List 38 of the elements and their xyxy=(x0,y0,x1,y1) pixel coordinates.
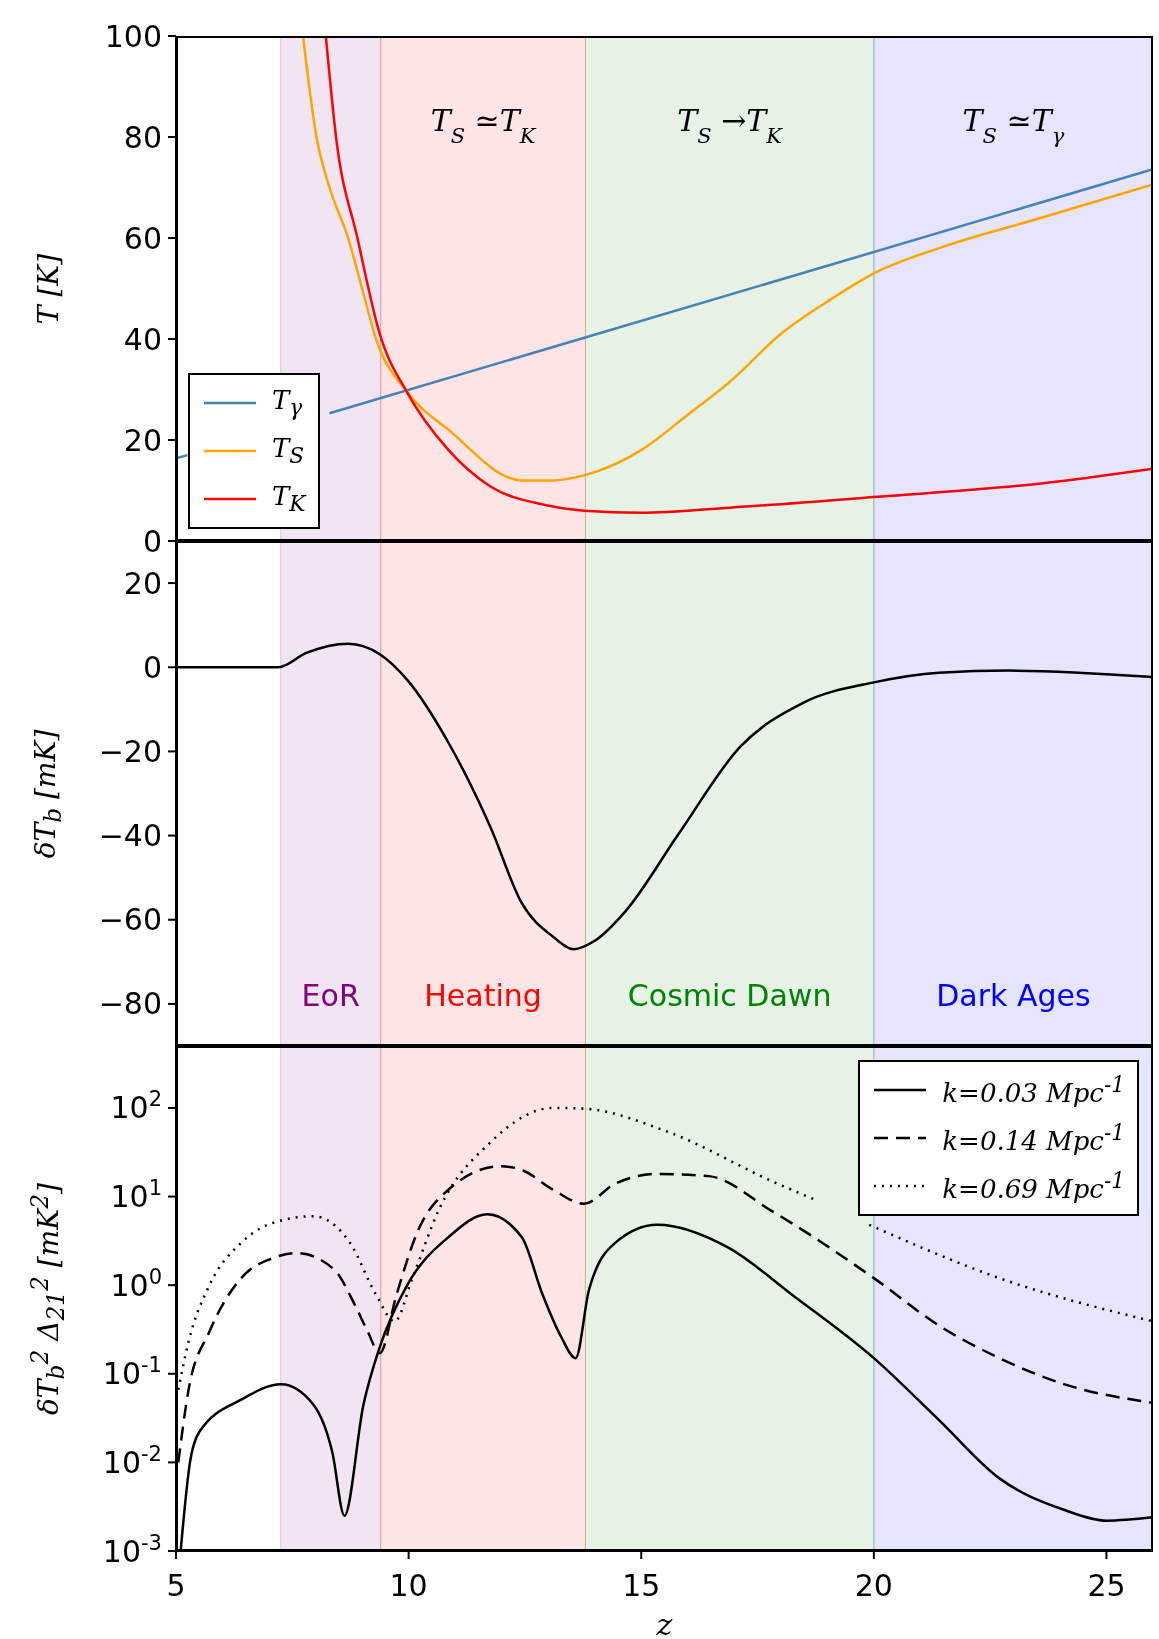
y-tick-label: 10$^{-3}$ xyxy=(102,1530,162,1569)
y-tick-label: 40 xyxy=(123,321,162,357)
y-tick-label: −80 xyxy=(98,986,162,1022)
x-tick-label: 25 xyxy=(1087,1568,1126,1603)
y-tick-label: −20 xyxy=(98,733,162,769)
y-tick-label: −60 xyxy=(98,902,162,938)
x-tick-label: 20 xyxy=(854,1568,893,1603)
legend-label: k=0.14 Mpc$^{-1}$ xyxy=(942,1120,1125,1156)
y-tick-label: 10$^{1}$ xyxy=(110,1176,162,1215)
y-tick-label: 10$^{0}$ xyxy=(110,1264,162,1303)
x-tick-label: 15 xyxy=(622,1568,661,1603)
y-tick-label: 0 xyxy=(142,649,162,685)
x-tick-label: 10 xyxy=(389,1568,428,1603)
y-tick-label: 10$^{-2}$ xyxy=(102,1441,162,1480)
band-label: T$_{S}$ ≃T$_{γ}$ xyxy=(962,103,1065,148)
legend-label: k=0.69 Mpc$^{-1}$ xyxy=(942,1168,1125,1204)
y-tick-label: 10$^{2}$ xyxy=(110,1087,162,1126)
band-label: Cosmic Dawn xyxy=(627,978,832,1013)
y-tick-label: 80 xyxy=(123,119,162,155)
band-label: Dark Ages xyxy=(936,978,1091,1013)
y-tick-label: 10$^{-1}$ xyxy=(102,1353,162,1392)
y-tick-label: 20 xyxy=(123,422,162,458)
x-axis-title: z xyxy=(656,1607,673,1639)
y-tick-label: 60 xyxy=(123,220,162,256)
legend-label: k=0.03 Mpc$^{-1}$ xyxy=(942,1072,1125,1108)
y-tick-label: 100 xyxy=(104,18,162,54)
band-label: Heating xyxy=(424,978,542,1013)
band-label: T$_{S}$ →T$_{K}$ xyxy=(677,103,784,148)
legend-label: T$_{γ}$ xyxy=(272,385,303,421)
y-tick-label: 20 xyxy=(123,565,162,601)
band-label: T$_{S}$ ≃T$_{K}$ xyxy=(430,103,537,148)
legend-label: T$_{K}$ xyxy=(272,481,306,517)
y-axis-title: T [K] xyxy=(31,253,65,324)
band-label: EoR xyxy=(301,978,360,1013)
y-tick-label: 0 xyxy=(142,523,162,559)
legend-label: T$_{S}$ xyxy=(272,433,305,469)
x-tick-label: 5 xyxy=(166,1568,186,1603)
y-tick-label: −40 xyxy=(98,818,162,854)
